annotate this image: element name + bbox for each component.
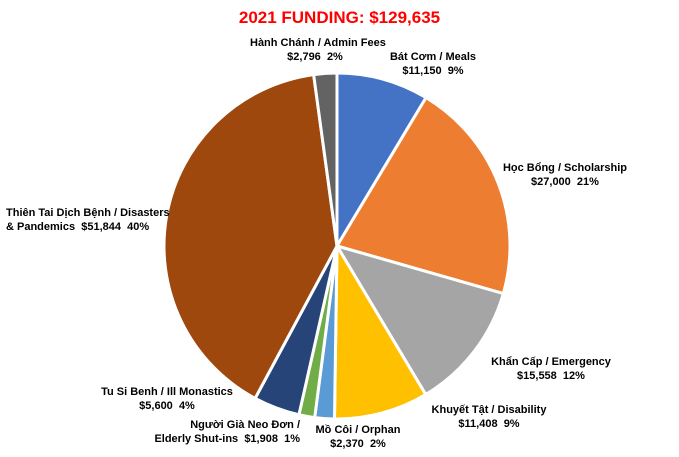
label-disability-name: Khuyết Tật / Disability — [431, 404, 547, 416]
label-admin-fees-name: Hành Chánh / Admin Fees — [250, 37, 386, 49]
label-disasters-pct: 40% — [127, 221, 150, 233]
label-elderly-value: $1,908 — [244, 433, 278, 445]
pie-slice-admin-fees — [312, 71, 339, 248]
label-disability-pct: 9% — [503, 418, 520, 430]
label-orphan-name: Mồ Côi / Orphan — [315, 424, 401, 436]
pie-slice-emergency — [335, 244, 505, 397]
label-emergency-name: Khẩn Cấp / Emergency — [491, 356, 611, 368]
label-disability-value: $11,408 — [458, 418, 498, 430]
label-emergency-pct: 12% — [562, 370, 585, 382]
label-disasters-name-2: & Pandemics — [6, 221, 76, 233]
label-admin-fees: Hành Chánh / Admin Fees $2,796 2% — [250, 36, 386, 64]
label-elderly: Người Già Neo Đơn / Elderly Shut-ins $1,… — [140, 418, 300, 446]
label-ill-monastics: Tu Si Benh / Ill Monastics $5,600 4% — [92, 385, 242, 413]
label-disasters-value: $51,844 — [81, 221, 121, 233]
label-orphan-pct: 2% — [369, 438, 386, 450]
label-admin-fees-pct: 2% — [326, 51, 343, 63]
label-scholarship: Học Bổng / Scholarship $27,000 21% — [500, 161, 630, 189]
pie-slice-meals — [335, 71, 428, 248]
label-emergency: Khẩn Cấp / Emergency $15,558 12% — [486, 355, 616, 383]
pie-slice-scholarship — [335, 96, 512, 296]
pie-slice-disability — [332, 244, 428, 421]
label-disasters: Thiên Tai Dịch Bệnh / Disasters & Pandem… — [6, 206, 176, 234]
label-elderly-name-1: Người Già Neo Đơn / — [190, 419, 300, 431]
label-ill-monastics-pct: 4% — [178, 400, 195, 412]
label-disability: Khuyết Tật / Disability $11,408 9% — [424, 403, 554, 431]
label-elderly-pct: 1% — [284, 433, 300, 445]
label-disasters-name-1: Thiên Tai Dịch Bệnh / Disasters — [6, 207, 170, 219]
label-elderly-name-2: Elderly Shut-ins — [154, 433, 239, 445]
label-orphan: Mồ Côi / Orphan $2,370 2% — [308, 423, 408, 451]
label-admin-fees-value: $2,796 — [287, 51, 321, 63]
chart-title: 2021 FUNDING: $129,635 — [238, 8, 441, 27]
label-scholarship-value: $27,000 — [531, 176, 571, 188]
label-meals-value: $11,150 — [402, 65, 442, 77]
label-emergency-value: $15,558 — [517, 370, 557, 382]
label-scholarship-pct: 21% — [576, 176, 599, 188]
pie-slice-disasters — [162, 73, 339, 400]
label-scholarship-name: Học Bổng / Scholarship — [502, 162, 628, 174]
label-meals: Bát Cơm / Meals $11,150 9% — [388, 50, 478, 78]
label-orphan-value: $2,370 — [330, 438, 364, 450]
label-ill-monastics-value: $5,600 — [139, 400, 173, 412]
label-meals-name: Bát Cơm / Meals — [389, 51, 477, 63]
label-meals-pct: 9% — [447, 65, 464, 77]
label-ill-monastics-name: Tu Si Benh / Ill Monastics — [101, 386, 233, 398]
